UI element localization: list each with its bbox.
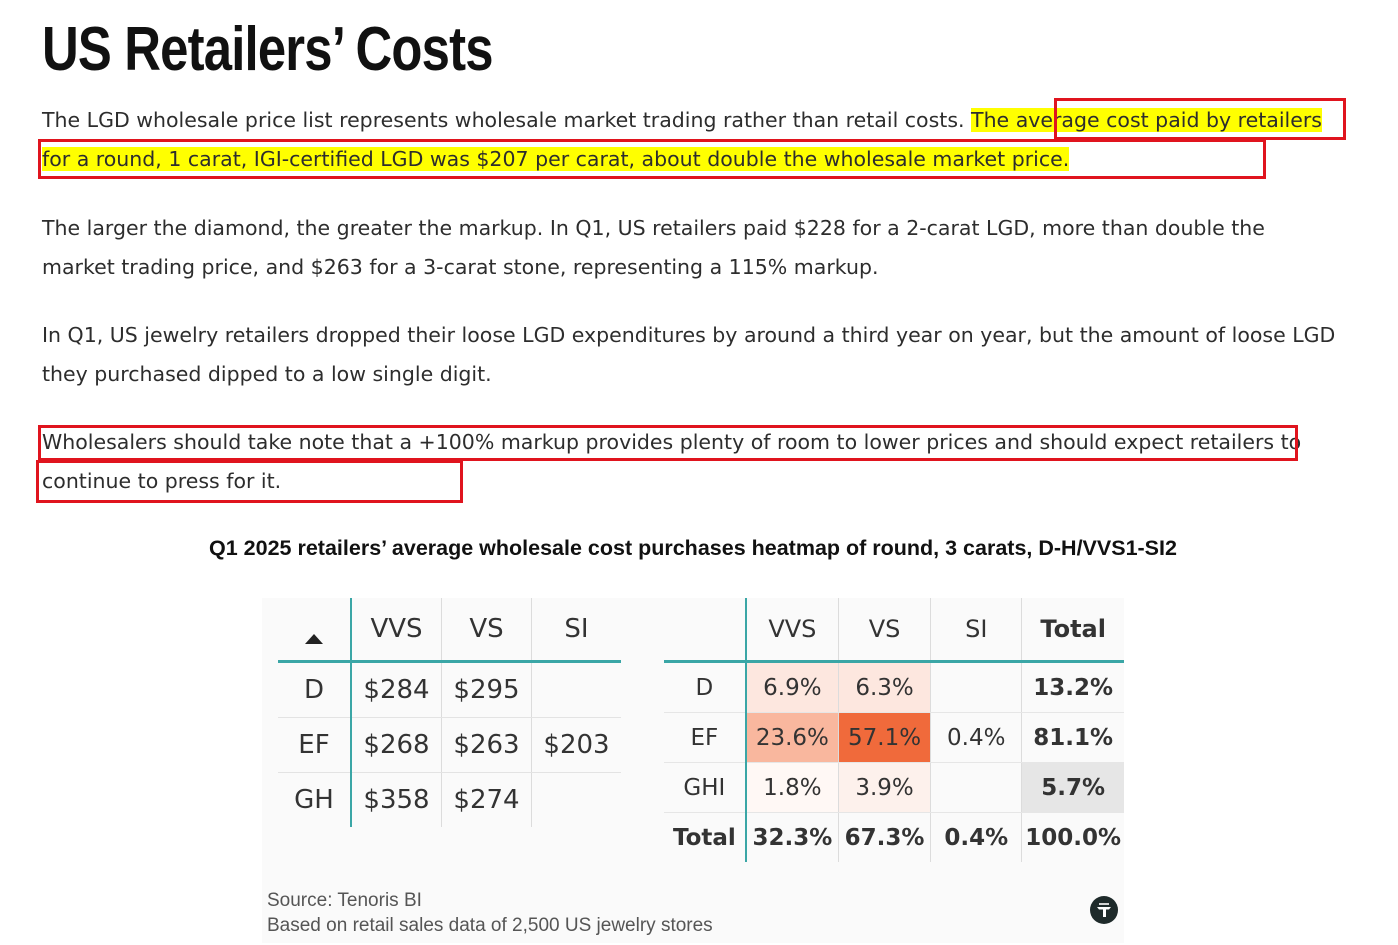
tenoris-logo-icon (1090, 896, 1118, 924)
row-total-cell: 13.2% (1021, 661, 1124, 713)
share-col-header: SI (930, 598, 1022, 663)
share-row-label: D (664, 661, 747, 713)
paragraph-intro-plain: The LGD wholesale price list represents … (42, 108, 965, 132)
chart-figure: VVS VS SI D $284 $295 EF $268 $263 $203 … (262, 598, 1124, 943)
heatmap-cell: 6.9% (745, 661, 839, 713)
price-row: EF $268 $263 $203 (278, 717, 621, 773)
row-total-cell: 81.1% (1021, 712, 1124, 763)
price-col-header: SI (531, 598, 621, 663)
price-col-header: VS (441, 598, 532, 663)
share-row: D 6.9% 6.3% 13.2% (664, 661, 1124, 713)
column-total-cell: 32.3% (752, 824, 833, 851)
price-cell: $203 (531, 717, 621, 773)
price-row-label: GH (278, 772, 352, 827)
paragraph-expenditure: In Q1, US jewelry retailers dropped thei… (42, 323, 1336, 386)
share-total-row: Total 32.3% 67.3% 0.4% 100.0% (664, 812, 1124, 862)
paragraph-markup: The larger the diamond, the greater the … (42, 216, 1265, 279)
price-cell: $268 (351, 717, 442, 773)
paragraph-wholesalers: Wholesalers should take note that a +100… (42, 430, 1302, 493)
page-title: US Retailers’ Costs (42, 15, 493, 84)
price-row: D $284 $295 (278, 661, 621, 718)
price-cell: $263 (441, 717, 532, 773)
chart-title: Q1 2025 retailers’ average wholesale cos… (209, 536, 1177, 560)
share-row-label: EF (664, 712, 747, 763)
price-table: VVS VS SI D $284 $295 EF $268 $263 $203 … (278, 598, 621, 827)
row-total-cell: 5.7% (1021, 762, 1124, 813)
heatmap-cell: 6.3% (837, 661, 931, 713)
share-row-label: Total (664, 812, 747, 862)
price-cell: $295 (441, 661, 532, 718)
price-col-header: VVS (351, 598, 442, 663)
share-corner (664, 598, 747, 663)
share-row-label: GHI (664, 762, 747, 813)
share-col-header: VS (837, 598, 931, 663)
heatmap-cell: 23.6% (745, 712, 839, 763)
price-row-label: D (278, 661, 352, 718)
annotation-box-3 (38, 425, 1298, 461)
price-cell: $358 (363, 785, 430, 815)
price-row-label: EF (278, 717, 352, 773)
heatmap-cell: 57.1% (837, 712, 931, 763)
price-cell: $284 (351, 661, 442, 718)
column-total-cell: 0.4% (930, 812, 1022, 862)
price-cell (531, 772, 621, 827)
annotation-box-4 (36, 460, 463, 503)
share-row: EF 23.6% 57.1% 0.4% 81.1% (664, 712, 1124, 763)
chart-source: Source: Tenoris BI Based on retail sales… (267, 888, 713, 938)
column-total-cell: 67.3% (837, 812, 931, 862)
source-note: Based on retail sales data of 2,500 US j… (267, 915, 713, 936)
share-col-header: Total (1021, 598, 1124, 663)
annotation-box-2 (38, 139, 1266, 179)
price-cell (531, 661, 621, 718)
heatmap-cell: 1.8% (745, 762, 839, 813)
heatmap-cell (930, 661, 1022, 713)
heatmap-cell: 3.9% (837, 762, 931, 813)
source-line: Source: Tenoris BI (267, 890, 422, 911)
price-row: GH $358 $274 (278, 772, 621, 827)
share-row: GHI 1.8% 3.9% 5.7% (664, 762, 1124, 813)
grand-total-cell: 100.0% (1021, 812, 1124, 862)
share-col-header: VVS (745, 598, 839, 663)
sort-header[interactable] (278, 598, 352, 663)
heatmap-cell: 0.4% (930, 712, 1022, 763)
share-heatmap-table: VVS VS SI Total D 6.9% 6.3% 13.2% EF 23.… (664, 598, 1124, 862)
annotation-box-1 (1054, 98, 1346, 140)
heatmap-cell (930, 762, 1022, 813)
sort-up-icon[interactable] (305, 633, 323, 644)
price-cell: $274 (441, 772, 532, 827)
